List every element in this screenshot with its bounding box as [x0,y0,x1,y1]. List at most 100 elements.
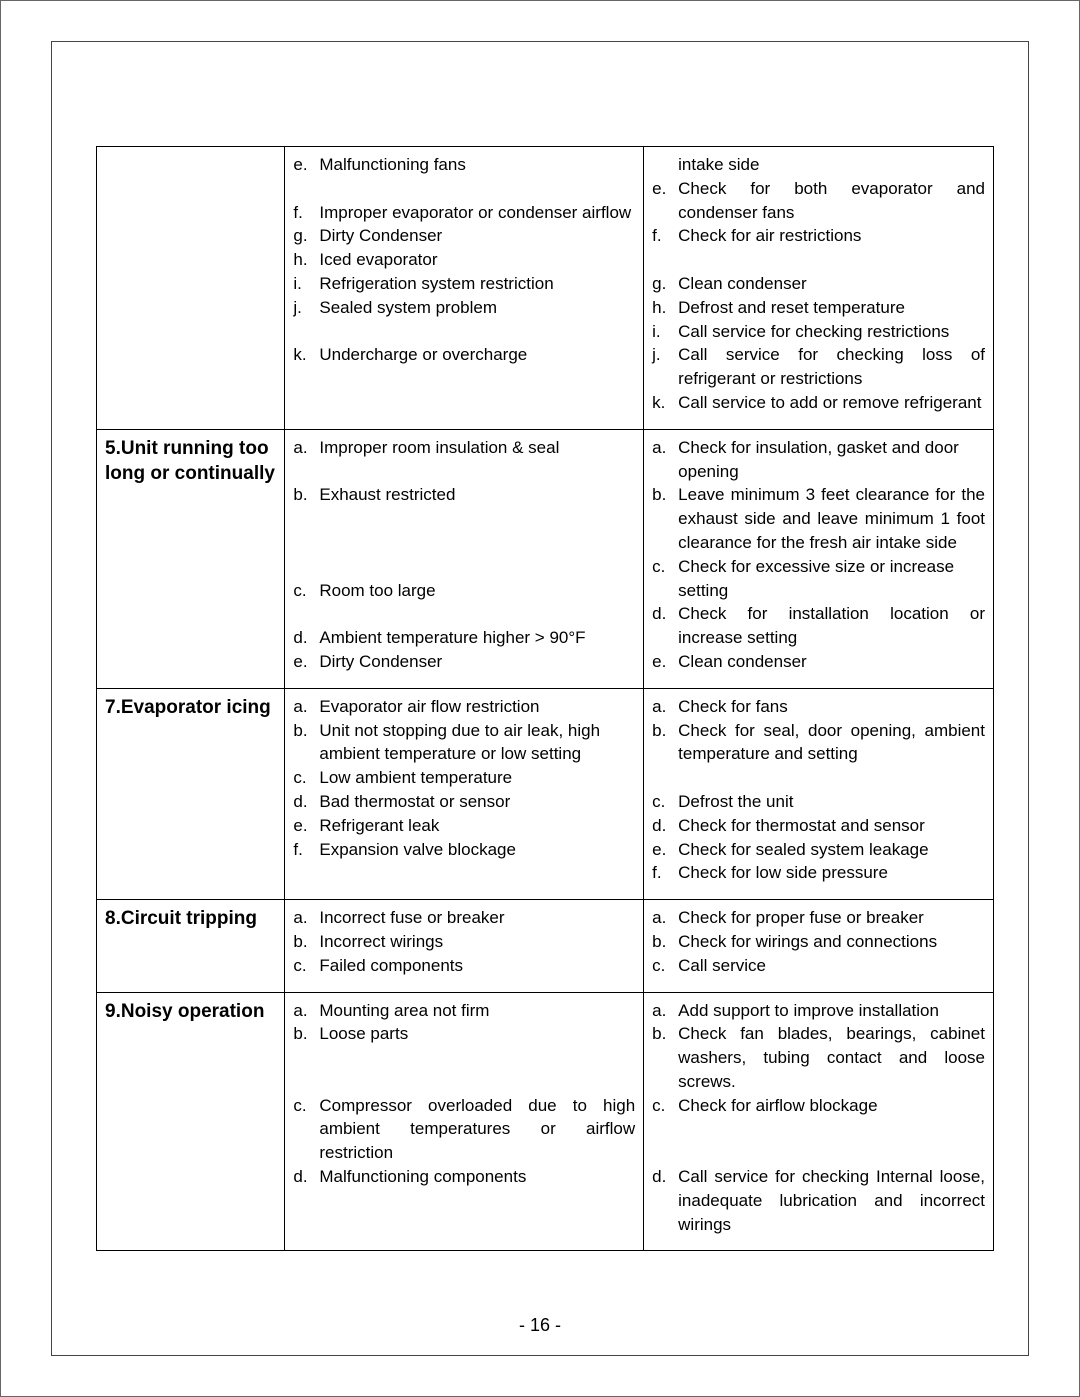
cause-item-text: Expansion valve blockage [319,838,635,862]
action-item-marker: d. [652,602,678,626]
action-item-text: Check for seal, door opening, ambient te… [678,719,985,767]
issue-cell [97,147,285,430]
cause-item-text: Undercharge or overcharge [319,343,635,367]
action-item-marker: f. [652,861,678,885]
cause-cell: e.Malfunctioning fans f.Improper evapora… [285,147,644,430]
cause-item-text: Refrigerant leak [319,814,635,838]
issue-label: 5.Unit running too long or continually [105,436,276,487]
action-item-text: Check fan blades, bearings, cabinet wash… [678,1022,985,1093]
action-item-text: Defrost the unit [678,790,985,814]
action-item-marker: c. [652,954,678,978]
action-item-marker: k. [652,391,678,415]
cause-item-marker: c. [293,954,319,978]
action-item-text: Leave minimum 3 feet clearance for the e… [678,483,985,554]
action-item-text: Check for sealed system leakage [678,838,985,862]
action-item-text: Call service to add or remove refrigeran… [678,391,985,415]
cause-item-marker: d. [293,1165,319,1189]
cause-item-text: Incorrect fuse or breaker [319,906,635,930]
cause-item-marker: f. [293,201,319,225]
troubleshooting-table: e.Malfunctioning fans f.Improper evapora… [96,146,994,1251]
action-item-marker: e. [652,838,678,862]
cause-item-text: Ambient temperature higher > 90°F [319,626,635,650]
cause-item-marker: e. [293,650,319,674]
cause-item-text: Dirty Condenser [319,650,635,674]
cause-item-text: Low ambient temperature [319,766,635,790]
cause-item-marker: a. [293,999,319,1023]
action-item-text: Check for fans [678,695,985,719]
action-item-marker: c. [652,1094,678,1118]
issue-label: 9.Noisy operation [105,999,276,1025]
page-number: - 16 - [1,1315,1079,1336]
cause-item-text: Mounting area not firm [319,999,635,1023]
cause-item-text: Dirty Condenser [319,224,635,248]
cause-item-text: Compressor overloaded due to high ambien… [319,1094,635,1165]
action-item-marker: c. [652,555,678,579]
cause-item-marker: k. [293,343,319,367]
action-item-text: Check for excessive size or increase set… [678,555,985,603]
issue-cell: 7.Evaporator icing [97,688,285,899]
cause-item-text: Refrigeration system restriction [319,272,635,296]
cause-item-marker: c. [293,579,319,603]
action-item-marker: c. [652,790,678,814]
action-item-text: Check for wirings and connections [678,930,985,954]
action-item-text: Check for insulation, gasket and door op… [678,436,985,484]
issue-label: 8.Circuit tripping [105,906,276,932]
cause-item-text: Improper evaporator or condenser airflow [319,201,635,225]
action-item-text: Check for installation location or incre… [678,602,985,650]
action-item-text: Add support to improve installation [678,999,985,1023]
cause-item-text: Evaporator air flow restriction [319,695,635,719]
action-item-marker: d. [652,1165,678,1189]
action-item-marker: i. [652,320,678,344]
action-item-marker: a. [652,906,678,930]
action-item-text: Call service for checking loss of refrig… [678,343,985,391]
action-item-marker: g. [652,272,678,296]
action-item-text: Check for air restrictions [678,224,985,248]
action-item-text: Call service for checking restrictions [678,320,985,344]
action-item-text: Defrost and reset temperature [678,296,985,320]
action-cell: a.Check for insulation, gasket and door … [644,429,994,688]
cause-item-marker: a. [293,906,319,930]
issue-cell: 5.Unit running too long or continually [97,429,285,688]
action-item-text: Check for proper fuse or breaker [678,906,985,930]
cause-item-text: Malfunctioning fans [319,153,635,177]
cause-item-marker: e. [293,153,319,177]
cause-item-marker: d. [293,790,319,814]
cause-item-text: Improper room insulation & seal [319,436,635,460]
cause-cell: a.Evaporator air flow restrictionb.Unit … [285,688,644,899]
action-item-marker: e. [652,177,678,201]
cause-item-marker: j. [293,296,319,320]
action-cell: intake sidee.Check for both evaporator a… [644,147,994,430]
action-item-text: Clean condenser [678,650,985,674]
cause-item-marker: i. [293,272,319,296]
cause-item-marker: e. [293,814,319,838]
action-item-text: Check for both evaporator and condenser … [678,177,985,225]
action-item-marker: j. [652,343,678,367]
cause-item-marker: c. [293,1094,319,1118]
action-item-text: Call service for checking Internal loose… [678,1165,985,1236]
issue-label: 7.Evaporator icing [105,695,276,721]
cause-item-marker: d. [293,626,319,650]
action-item-marker: b. [652,719,678,743]
issue-cell: 9.Noisy operation [97,992,285,1251]
action-item-marker: b. [652,483,678,507]
cause-cell: a.Mounting area not firmb.Loose parts c.… [285,992,644,1251]
issue-cell: 8.Circuit tripping [97,900,285,992]
action-item-marker: d. [652,814,678,838]
cause-item-text: Bad thermostat or sensor [319,790,635,814]
cause-item-text: Malfunctioning components [319,1165,635,1189]
action-item-text: Check for airflow blockage [678,1094,985,1118]
action-item-text: intake side [652,153,985,177]
action-item-text: Call service [678,954,985,978]
cause-item-marker: h. [293,248,319,272]
action-item-marker: h. [652,296,678,320]
cause-item-marker: b. [293,1022,319,1046]
action-item-marker: a. [652,999,678,1023]
cause-item-text: Iced evaporator [319,248,635,272]
cause-item-text: Room too large [319,579,635,603]
action-item-marker: e. [652,650,678,674]
cause-item-text: Exhaust restricted [319,483,635,507]
cause-item-marker: b. [293,719,319,743]
cause-item-marker: c. [293,766,319,790]
action-cell: a.Check for fansb.Check for seal, door o… [644,688,994,899]
action-cell: a.Add support to improve installationb.C… [644,992,994,1251]
